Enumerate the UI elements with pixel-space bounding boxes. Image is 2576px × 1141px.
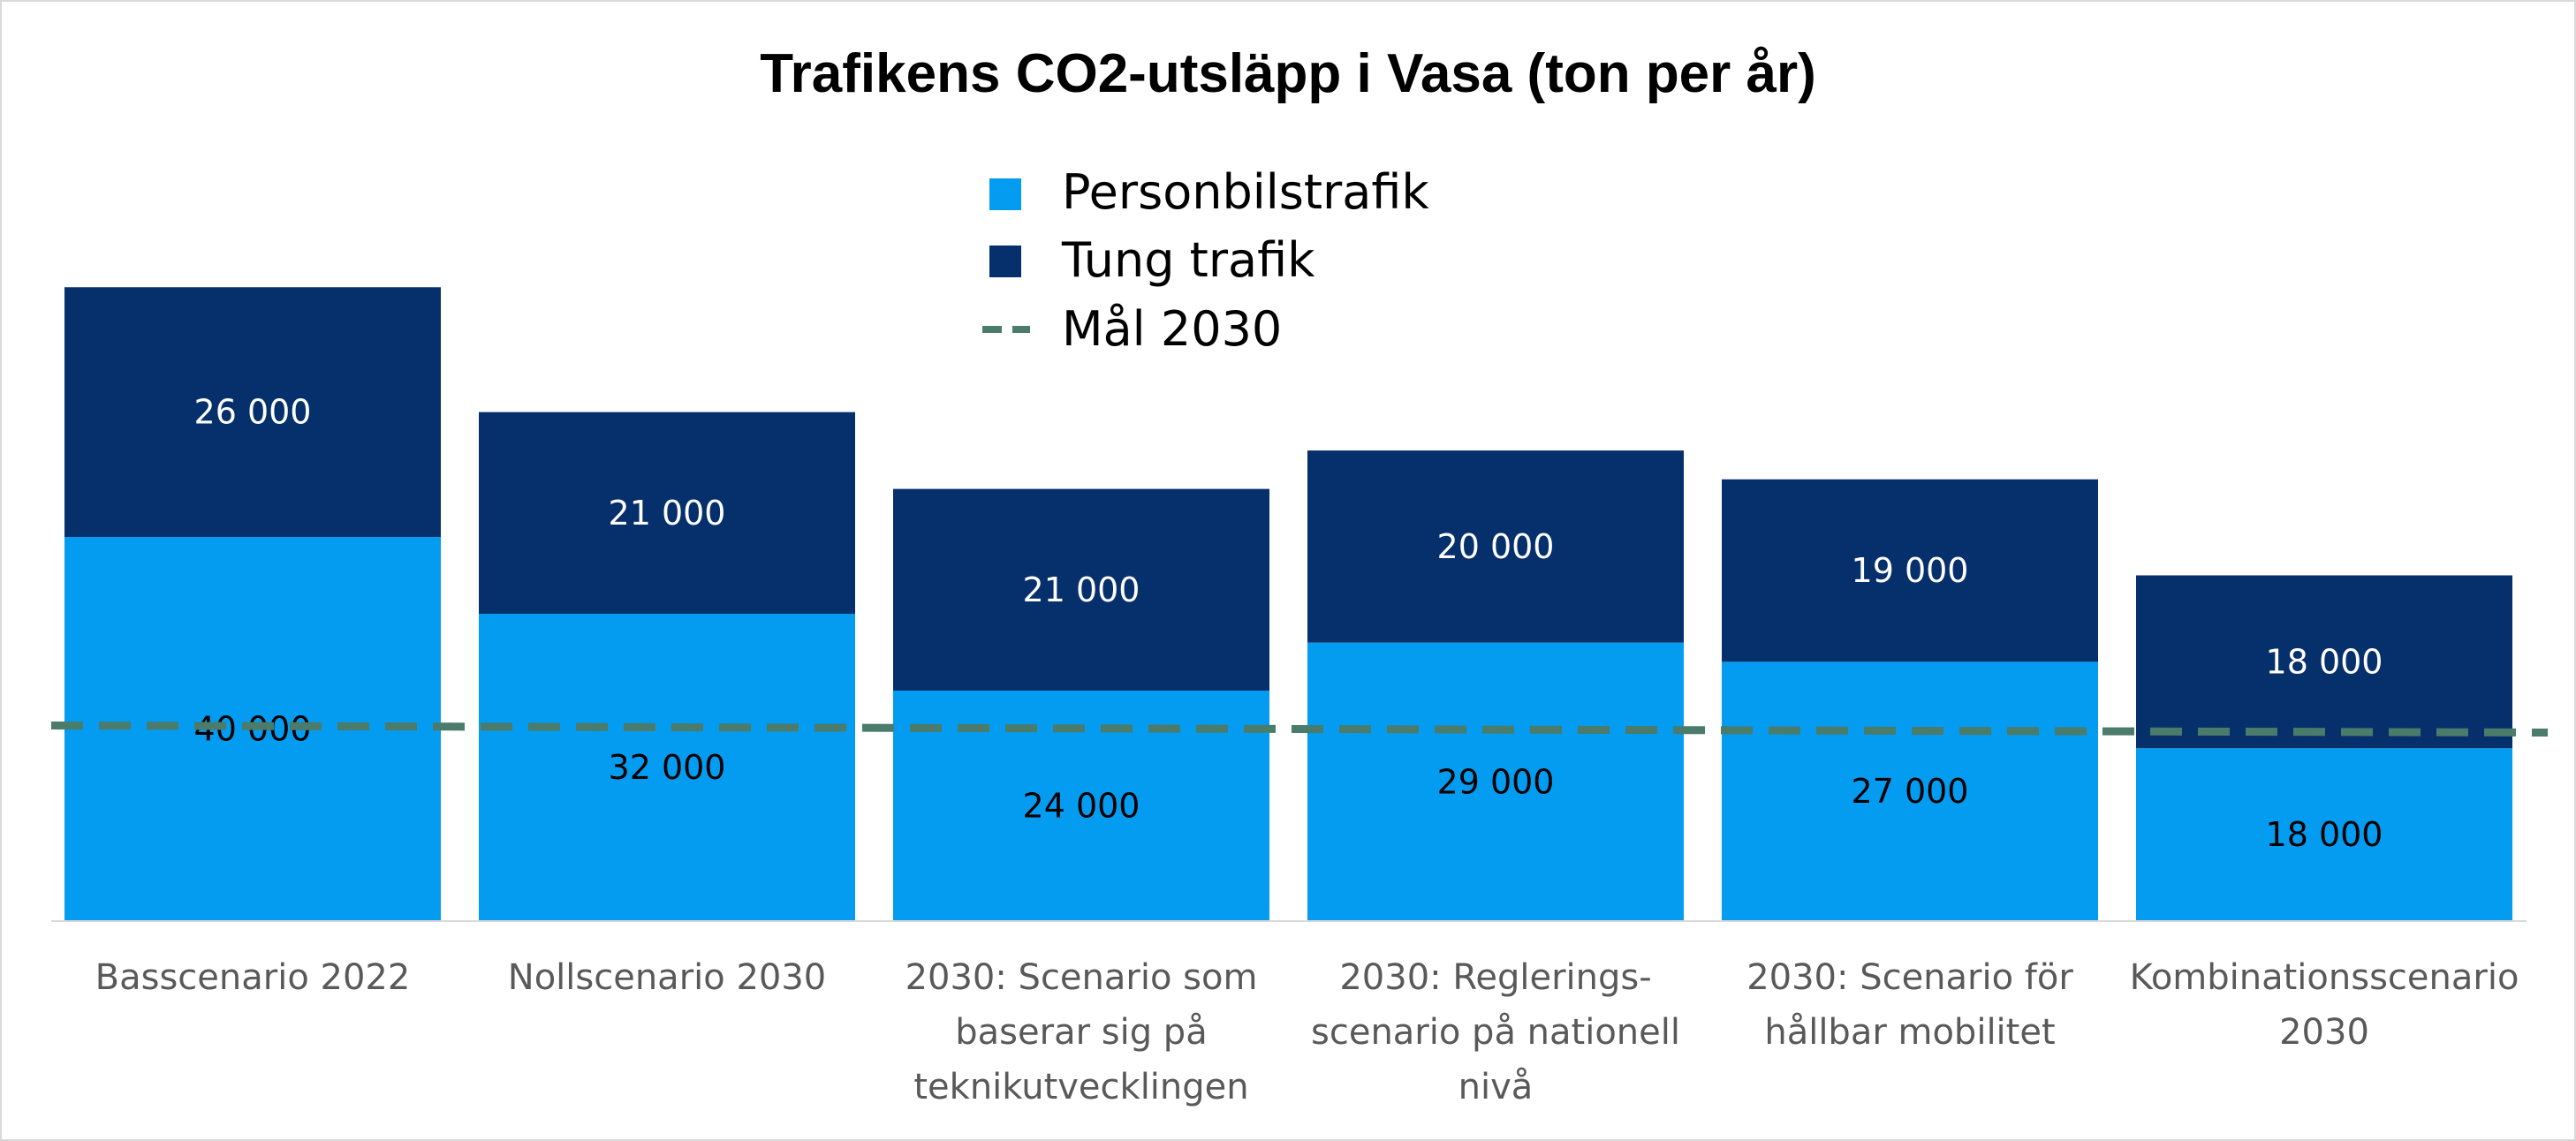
data-label-personbilstrafik-4: 29 000 <box>1437 762 1555 801</box>
category-label-line: hållbar mobilitet <box>1764 1012 2055 1053</box>
category-label-6: Kombinationsscenario 2030 <box>2130 957 2519 1053</box>
category-label-line: baserar sig på <box>955 1012 1207 1053</box>
bar-tung-trafik-1 <box>64 287 441 537</box>
category-label-line: 2030: Scenario för <box>1746 957 2073 998</box>
bar-tung-trafik-4 <box>1307 450 1684 643</box>
legend-swatch-tung-trafik <box>989 246 1021 277</box>
data-label-tung-trafik-6: 18 000 <box>2266 642 2383 681</box>
category-label-4: 2030: Reglerings-scenario på nationell ni… <box>1311 957 1680 1107</box>
category-label-2: Nollscenario 2030 <box>508 957 826 998</box>
category-label-line: Kombinationsscenario <box>2130 957 2519 998</box>
category-label-line: 2030 <box>2279 1012 2369 1053</box>
legend-swatch-personbilstrafik <box>989 178 1021 210</box>
legend-item-tung-trafik: Tung trafik <box>989 232 1315 288</box>
category-label-5: 2030: Scenario för hållbar mobilitet <box>1746 957 2073 1053</box>
category-label-line: 2030: Reglerings- <box>1339 957 1651 998</box>
category-label-1: Basscenario 2022 <box>95 957 411 998</box>
category-label-line: scenario på nationell <box>1311 1012 1680 1053</box>
data-label-tung-trafik-1: 26 000 <box>194 393 312 432</box>
legend-item-personbilstrafik: Personbilstrafik <box>989 164 1429 220</box>
bar-tung-trafik-5 <box>1722 479 2098 662</box>
data-label-tung-trafik-4: 20 000 <box>1437 527 1555 566</box>
bar-personbilstrafik-2 <box>479 614 855 921</box>
category-label-line: Basscenario 2022 <box>95 957 411 998</box>
category-label-line: 2030: Scenario som <box>905 957 1258 998</box>
data-label-personbilstrafik-3: 24 000 <box>1023 787 1140 826</box>
chart-title: Trafikens CO2-utsläpp i Vasa (ton per år… <box>760 43 1816 104</box>
data-label-personbilstrafik-2: 32 000 <box>609 748 726 787</box>
data-label-tung-trafik-2: 21 000 <box>609 494 726 533</box>
bar-personbilstrafik-6 <box>2136 748 2512 921</box>
legend-label-personbilstrafik: Personbilstrafik <box>1062 164 1429 220</box>
category-label-line: Nollscenario 2030 <box>508 957 826 998</box>
data-label-personbilstrafik-5: 27 000 <box>1852 772 1969 811</box>
chart-legend: Personbilstrafik Tung trafik Mål 2030 <box>982 164 1429 357</box>
category-label-line: nivå <box>1458 1067 1534 1107</box>
bar-tung-trafik-3 <box>893 488 1269 691</box>
category-label-3: 2030: Scenario som baserar sig på teknikut… <box>905 957 1258 1107</box>
legend-item-mal-2030: Mål 2030 <box>982 301 1282 357</box>
data-label-personbilstrafik-6: 18 000 <box>2266 815 2383 854</box>
bar-personbilstrafik-4 <box>1307 642 1684 921</box>
bar-tung-trafik-6 <box>2136 575 2512 749</box>
target-line-mal-2030 <box>50 722 2549 737</box>
legend-label-mal-2030: Mål 2030 <box>1062 301 1282 357</box>
bar-tung-trafik-2 <box>479 412 855 614</box>
data-label-tung-trafik-5: 19 000 <box>1852 551 1969 590</box>
bar-personbilstrafik-5 <box>1722 661 2098 921</box>
data-label-tung-trafik-3: 21 000 <box>1023 570 1140 609</box>
legend-label-tung-trafik: Tung trafik <box>1061 232 1315 288</box>
category-label-line: teknikutvecklingen <box>913 1067 1248 1107</box>
